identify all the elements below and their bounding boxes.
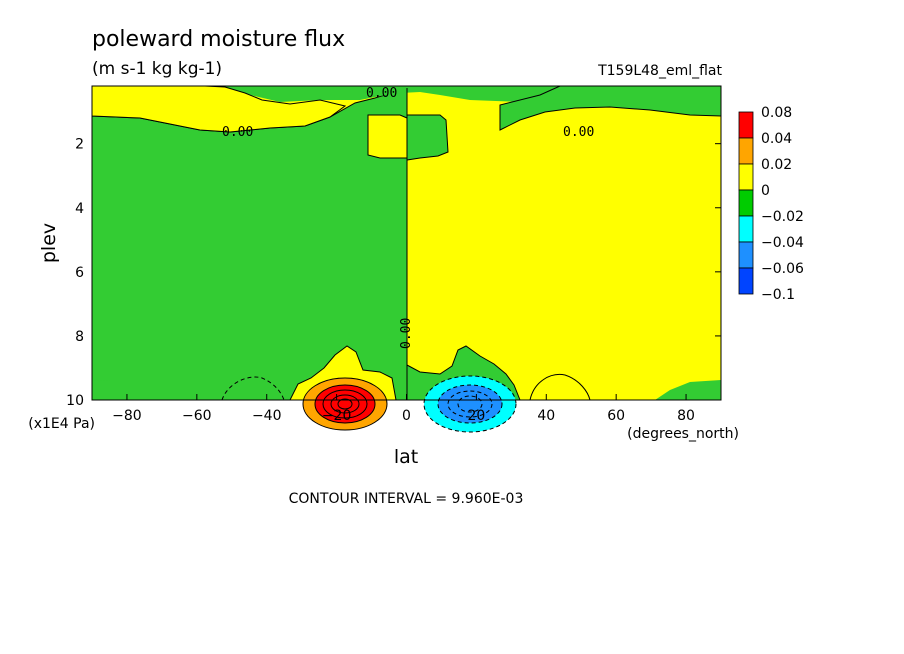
colorbar-label: −0.02 — [761, 209, 804, 225]
colorbar-swatch — [738, 267, 754, 295]
x-tick-label: −40 — [252, 408, 282, 424]
y-axis-label: plev — [38, 223, 60, 263]
x-tick-label: −20 — [322, 408, 352, 424]
chart-subtitle: (m s-1 kg kg-1) — [92, 59, 222, 79]
contour-label-equator: 0.00 — [399, 318, 414, 349]
chart-title: poleward moisture flux — [92, 27, 345, 52]
colorbar-swatch — [738, 137, 754, 165]
contour-interval-footer: CONTOUR INTERVAL = 9.960E-03 — [289, 491, 524, 507]
x-tick-label: 80 — [677, 408, 695, 424]
x-axis: −80 −60 −40 −20 0 20 40 60 80 — [112, 394, 695, 424]
colorbar-label: −0.04 — [761, 235, 804, 251]
sh-lower-left-negative — [92, 380, 110, 400]
x-axis-label: lat — [394, 446, 418, 468]
colorbar-label: −0.06 — [761, 261, 804, 277]
colorbar-label: 0.02 — [761, 157, 792, 173]
colorbar-label: 0.04 — [761, 131, 792, 147]
negative-minimum — [423, 375, 517, 433]
colorbar-label: 0 — [761, 183, 770, 199]
nh-lower-right-negative — [655, 380, 721, 400]
equator-positive-box — [367, 114, 408, 159]
colorbar-swatch — [738, 189, 754, 217]
colorbar-label: −0.1 — [761, 287, 795, 303]
contour-label-top: 0.00 — [366, 86, 397, 101]
colorbar-label: 0.08 — [761, 105, 792, 121]
run-label: T159L48_eml_flat — [597, 63, 722, 79]
y-axis: 2 4 6 8 10 — [66, 137, 721, 409]
colorbar-swatch — [738, 215, 754, 243]
y-tick-label: 8 — [75, 329, 84, 345]
nh-solid-contour — [529, 373, 591, 401]
x-units: (degrees_north) — [627, 426, 739, 442]
x-tick-label: 40 — [537, 408, 555, 424]
y-tick-label: 4 — [75, 201, 84, 217]
y-tick-label: 2 — [75, 137, 84, 153]
colorbar: 0.08 0.04 0.02 0 −0.02 −0.04 −0.06 −0.1 — [738, 105, 804, 303]
sh-dashed-contour — [221, 376, 285, 401]
x-tick-label: 0 — [402, 408, 411, 424]
contour-label-nh: 0.00 — [563, 125, 594, 140]
y-units: (x1E4 Pa) — [28, 416, 95, 432]
nh-upper-negative — [499, 85, 722, 131]
y-tick-label: 6 — [75, 265, 84, 281]
x-tick-label: 60 — [607, 408, 625, 424]
x-tick-label: −60 — [182, 408, 212, 424]
x-tick-label: −80 — [112, 408, 142, 424]
positive-maximum — [302, 377, 388, 431]
plot-area: 0.00 0.00 0.00 0.00 — [91, 85, 722, 433]
colorbar-swatch — [738, 241, 754, 269]
colorbar-swatch — [738, 163, 754, 191]
x-tick-label: 20 — [467, 408, 485, 424]
y-tick-label: 10 — [66, 393, 84, 409]
nh-top-negative — [406, 114, 449, 161]
contour-label-sh: 0.00 — [222, 125, 253, 140]
sh-top-positive — [91, 85, 347, 133]
colorbar-swatch — [738, 111, 754, 139]
